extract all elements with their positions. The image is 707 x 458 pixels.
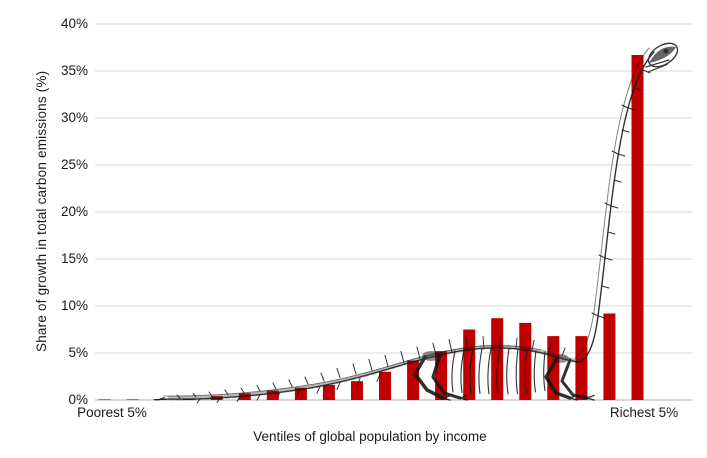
hind-leg-right — [431, 353, 462, 400]
neck-vertebrae-ticks — [591, 69, 651, 319]
dorsal-spines — [176, 336, 566, 399]
y-tick-label-0%: 0% — [68, 392, 88, 407]
bar-ventile-2 — [126, 399, 139, 400]
front-leg-right — [560, 358, 589, 400]
y-tick-label-25%: 25% — [60, 157, 88, 172]
bar-ventile-14 — [463, 329, 476, 400]
hind-leg-left — [412, 355, 445, 400]
y-tick-label-40%: 40% — [60, 16, 88, 31]
front-feet-toes — [569, 394, 595, 401]
bar-ventile-18 — [575, 336, 588, 400]
bars — [98, 55, 644, 400]
bar-ventile-12 — [407, 360, 420, 400]
tail-chevrons — [196, 373, 381, 404]
y-tick-label-15%: 15% — [60, 251, 88, 266]
y-tick-label-20%: 20% — [60, 204, 88, 219]
y-tick-label-35%: 35% — [60, 63, 88, 78]
bar-ventile-7 — [266, 390, 279, 400]
tail-tip — [153, 397, 165, 401]
bar-ventile-19 — [603, 313, 616, 400]
bar-ventile-8 — [294, 387, 307, 400]
y-tick-label-10%: 10% — [60, 298, 88, 313]
bar-ventile-11 — [379, 371, 391, 400]
bar-ventile-10 — [351, 381, 363, 400]
x-axis-title: Ventiles of global population by income — [253, 429, 487, 444]
hind-feet-toes — [442, 394, 468, 401]
gridlines — [95, 23, 692, 401]
pelvis-bone — [422, 351, 440, 361]
ribs — [451, 348, 546, 395]
front-leg-left — [544, 358, 572, 400]
vertebrae-segments — [167, 344, 580, 401]
bar-ventile-9 — [322, 385, 335, 400]
y-tick-label-5%: 5% — [68, 345, 88, 360]
spine-echo-path — [163, 345, 542, 397]
bar-ventile-1 — [98, 399, 111, 400]
neck-echo-path — [574, 47, 650, 359]
y-tick-label-30%: 30% — [60, 110, 88, 125]
x-tick-poorest: Poorest 5% — [77, 405, 147, 420]
dinosaur-skeleton-overlay — [153, 42, 679, 404]
neck-path — [579, 51, 655, 363]
eye-socket — [663, 48, 669, 54]
skull — [645, 42, 679, 73]
bar-ventile-20 — [631, 55, 644, 400]
x-tick-richest: Richest 5% — [609, 405, 679, 420]
